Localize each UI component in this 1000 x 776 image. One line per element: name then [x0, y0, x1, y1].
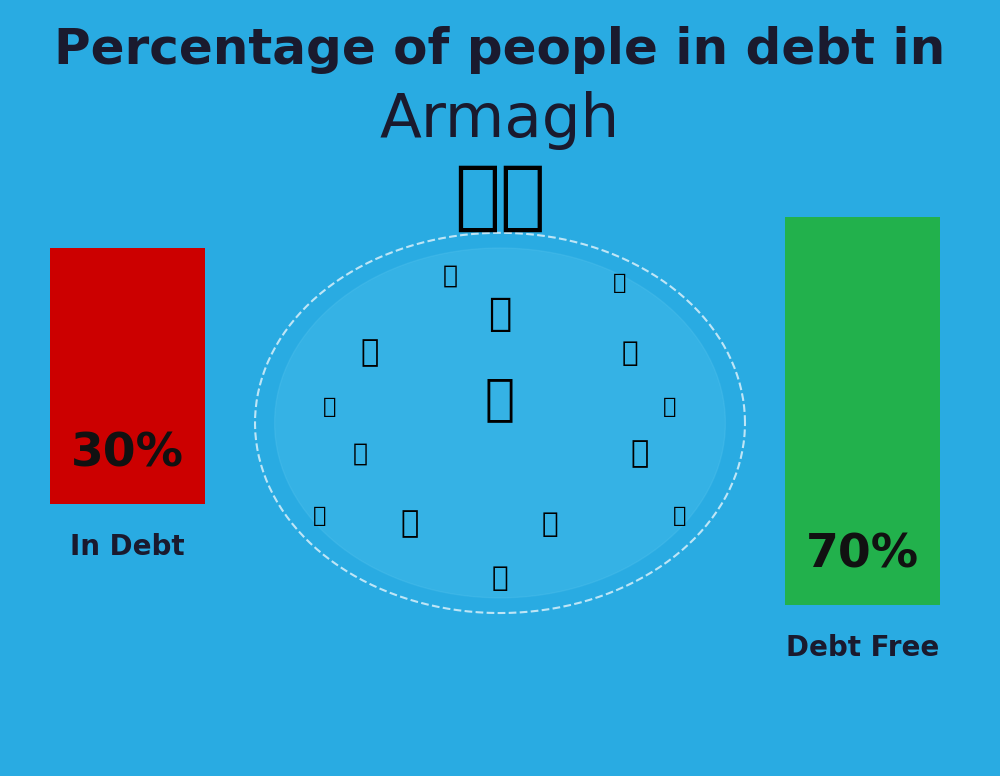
Text: 📊: 📊: [313, 506, 327, 526]
Text: Percentage of people in debt in: Percentage of people in debt in: [54, 26, 946, 74]
Text: 🔑: 🔑: [613, 273, 627, 293]
Text: 📋: 📋: [352, 442, 368, 466]
FancyBboxPatch shape: [785, 217, 940, 605]
Text: In Debt: In Debt: [70, 533, 185, 561]
Text: 💼: 💼: [492, 564, 508, 592]
Text: 🇬🇧: 🇬🇧: [454, 161, 546, 235]
Text: 🎓: 🎓: [631, 439, 649, 469]
Text: 🚗: 🚗: [401, 509, 419, 539]
Text: 70%: 70%: [806, 532, 919, 577]
Text: Armagh: Armagh: [380, 91, 620, 150]
Circle shape: [275, 248, 725, 598]
Text: 📱: 📱: [663, 397, 677, 417]
Text: 🏅: 🏅: [673, 506, 687, 526]
Text: 💰: 💰: [361, 338, 379, 368]
FancyBboxPatch shape: [50, 248, 205, 504]
Text: Debt Free: Debt Free: [786, 634, 939, 662]
Text: 🏠: 🏠: [488, 296, 512, 333]
Text: 🏦: 🏦: [485, 376, 515, 424]
Text: 💵: 💵: [542, 510, 558, 538]
Text: 30%: 30%: [71, 431, 184, 476]
Text: 🔒: 🔒: [323, 397, 337, 417]
Text: 💳: 💳: [622, 339, 638, 367]
Text: 💸: 💸: [442, 264, 458, 287]
